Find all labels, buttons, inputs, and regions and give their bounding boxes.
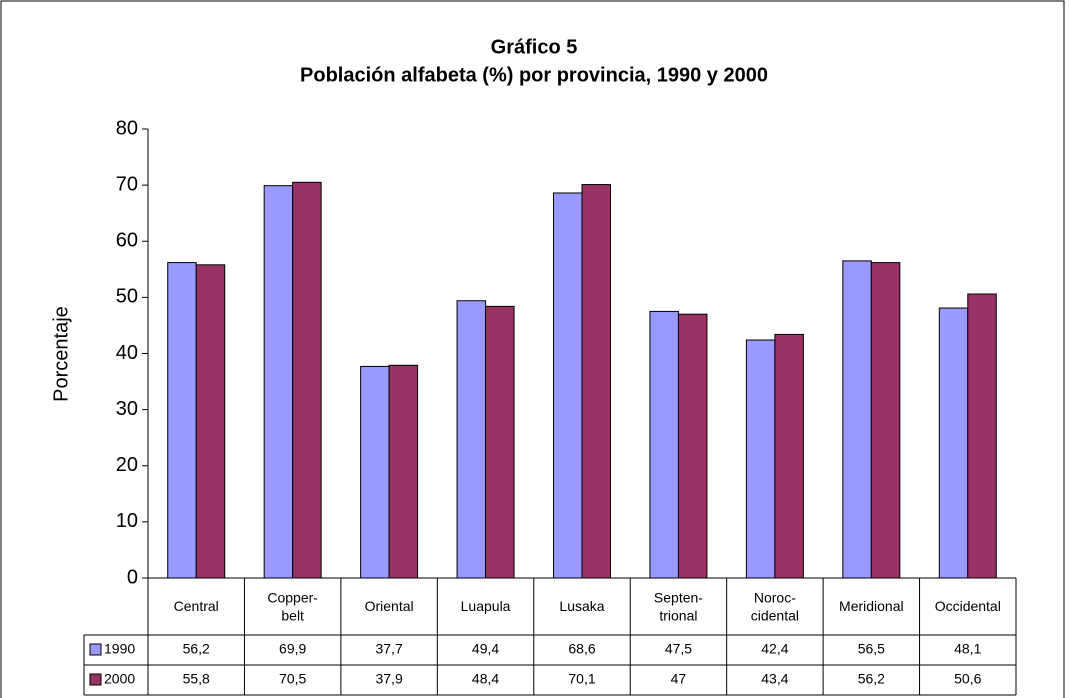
data-table-value: 70,5 xyxy=(279,671,306,687)
x-tick-label: Meridional xyxy=(839,598,904,614)
y-tick-label: 40 xyxy=(116,342,138,364)
legend-label: 1990 xyxy=(104,641,135,657)
y-tick-label: 50 xyxy=(116,286,138,308)
bar xyxy=(649,310,679,579)
data-table-value: 42,4 xyxy=(761,641,788,657)
data-table-value: 69,9 xyxy=(279,641,306,657)
bar xyxy=(774,333,804,579)
y-tick-label: 30 xyxy=(116,398,138,420)
x-tick-label: Noroc-cidental xyxy=(751,589,799,623)
y-axis-label: Porcentaje xyxy=(50,306,72,402)
bar xyxy=(938,307,969,579)
x-tick-label: Oriental xyxy=(365,598,414,614)
x-tick-label: Central xyxy=(174,598,219,614)
x-tick-label: Lusaka xyxy=(559,598,604,614)
bar xyxy=(967,293,997,579)
data-table-value: 56,2 xyxy=(858,671,885,687)
data-table-value: 56,2 xyxy=(183,641,210,657)
bar xyxy=(195,264,226,579)
bar xyxy=(263,185,294,579)
bar xyxy=(870,262,901,579)
bar xyxy=(167,262,197,579)
data-table-value: 48,1 xyxy=(954,641,981,657)
bar xyxy=(388,364,419,579)
data-table-value: 37,7 xyxy=(375,641,402,657)
data-table-value: 68,6 xyxy=(568,641,595,657)
bar xyxy=(581,184,611,579)
y-tick-label: 60 xyxy=(116,230,138,252)
legend-label: 2000 xyxy=(104,671,135,687)
bar xyxy=(292,181,322,579)
bar xyxy=(456,300,487,579)
x-tick-label: Luapula xyxy=(461,598,511,614)
data-table-value: 49,4 xyxy=(472,641,499,657)
bar xyxy=(553,192,583,579)
bar xyxy=(745,339,776,579)
bar xyxy=(842,260,872,579)
legend-swatch xyxy=(89,643,102,656)
chart-title: Gráfico 5 xyxy=(491,36,578,58)
data-table-value: 55,8 xyxy=(183,671,210,687)
y-tick-label: 20 xyxy=(116,454,138,476)
data-table-value: 70,1 xyxy=(568,671,595,687)
data-table-value: 47 xyxy=(671,671,687,687)
x-tick-label: Copper-belt xyxy=(267,589,318,623)
data-table-value: 47,5 xyxy=(665,641,692,657)
data-table-value: 50,6 xyxy=(954,671,981,687)
bar xyxy=(360,365,390,579)
bar xyxy=(485,305,515,579)
chart-subtitle: Población alfabeta (%) por provincia, 19… xyxy=(300,64,768,86)
data-table-value: 37,9 xyxy=(375,671,402,687)
x-tick-label: Occidental xyxy=(935,598,1001,614)
y-tick-label: 10 xyxy=(116,510,138,532)
bar xyxy=(677,313,708,579)
data-table-value: 56,5 xyxy=(858,641,885,657)
y-tick-label: 80 xyxy=(116,117,138,139)
legend-swatch xyxy=(89,673,102,686)
x-tick-label: Septen-trional xyxy=(654,589,703,623)
y-tick-label: 0 xyxy=(127,566,138,588)
data-table-value: 48,4 xyxy=(472,671,499,687)
data-table-value: 43,4 xyxy=(761,671,788,687)
y-tick-label: 70 xyxy=(116,173,138,195)
